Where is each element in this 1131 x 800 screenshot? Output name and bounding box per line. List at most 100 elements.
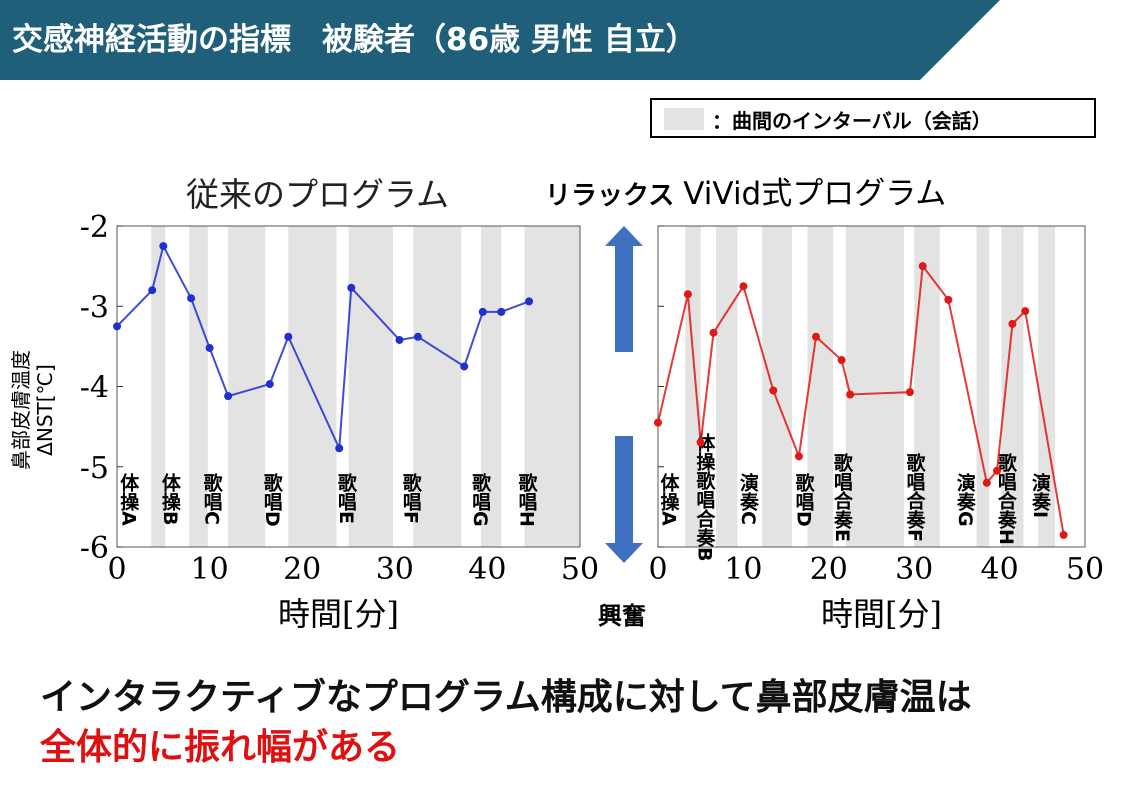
x-tick-label: 50 [561,552,599,587]
conclusion-line-2: 全体的に振れ幅がある [40,727,401,768]
conclusion-line-1: インタラクティブなプログラム構成に対して鼻部皮膚温は [40,677,972,718]
interval-band [413,226,462,547]
data-point [148,286,157,295]
data-point [205,343,214,352]
x-tick-label: 10 [191,552,229,587]
interval-band [762,226,793,547]
data-point [683,290,692,299]
title-banner [0,0,1000,80]
interval-band [845,226,904,547]
y-tick-label: -4 [80,371,109,406]
right-chart-title-bold: リラックス [545,181,684,211]
x-axis-label: 時間[分] [821,595,942,633]
data-point [905,388,914,397]
section-label: 歌唱H [515,472,537,527]
series-line [657,263,1065,536]
section-label: 歌唱D [261,472,283,527]
excitement-arrows [605,226,643,563]
interval-swatch [664,108,704,130]
data-point [395,335,404,344]
series-line [116,243,530,449]
data-point [1059,530,1068,539]
x-tick-label: 20 [810,552,848,587]
y-tick-label: -6 [80,531,109,566]
section-label: 歌唱D [792,472,814,527]
data-point [709,328,718,337]
excitement-label: 興奮 [598,602,646,630]
data-point [846,390,855,399]
x-tick-label: 30 [895,552,933,587]
section-label: 歌唱合奏E [831,452,854,542]
data-point [478,307,487,316]
x-tick-label: 30 [376,552,414,587]
left-chart: -2 -3 -4 -5 -60 10 20 30 40 50 時間[分] 体操A 体操B 歌唱C 歌唱D 歌唱… [9,210,599,633]
interval-band [480,226,502,547]
y-tick-label: -5 [80,451,109,486]
data-point [918,262,927,271]
data-point [993,466,1002,475]
data-point [347,283,356,292]
interval-band [807,226,834,547]
interval-band [914,226,940,547]
section-label: 体操A [658,472,680,526]
data-point [811,332,820,341]
data-point [654,418,662,427]
data-point [525,297,534,306]
data-point [497,307,506,316]
section-label: 歌唱G [469,472,491,527]
section-label: 体操歌唱合奏B [693,432,716,562]
data-point [335,444,344,453]
data-point [460,362,469,371]
y-axis-label-line-1: 鼻部皮膚温度 [9,350,33,470]
interval-band [716,226,738,547]
y-tick-label: -2 [80,210,109,245]
legend-box: ：曲間のインターバル（会話） [650,98,1096,138]
y-axis-label-line-2: ΔNST[℃] [33,364,57,456]
section-label: 演奏I [1029,472,1052,518]
x-tick-label: 50 [1066,552,1104,587]
x-tick-label: 0 [648,552,667,587]
x-tick-label: 20 [283,552,321,587]
data-point [284,332,293,341]
right-chart: 0 10 20 30 40 50 時間[分] 体操A 体操歌唱合奏B 演奏C 歌唱D 歌唱合奏E 歌唱合… [648,225,1104,633]
data-point [113,322,121,331]
left-chart-title: 従来のプログラム [186,175,450,214]
x-tick-label: 10 [724,552,762,587]
data-point [265,380,274,389]
section-label: 歌唱合奏F [903,452,926,542]
data-point [413,332,422,341]
section-label: 歌唱E [335,472,357,524]
x-tick-label: 40 [468,552,506,587]
section-label: 体操B [159,472,181,526]
x-axis-label: 時間[分] [278,595,399,633]
y-tick-label: -3 [80,290,109,325]
data-point [837,356,846,365]
data-point [944,295,953,304]
right-chart-title: リラックス ViVid式プログラム [545,168,946,213]
data-point [224,392,233,401]
interval-band [976,226,990,547]
data-point [982,478,991,487]
interval-band [1001,226,1024,547]
slide-title: 交感神経活動の指標 被験者（86歳 男性 自立） [12,22,697,58]
interval-band [288,226,337,547]
section-label: 歌唱F [400,472,422,524]
section-label: 歌唱合奏H [995,452,1018,545]
data-point [1008,319,1017,328]
section-label: 体操A [117,472,139,526]
data-point [769,386,778,395]
up-arrow-icon [605,226,643,352]
x-tick-label: 40 [981,552,1019,587]
interval-band [151,226,166,547]
data-point [794,452,803,461]
interval-band [348,226,393,547]
section-label: 演奏G [954,472,977,527]
section-label: 歌唱C [201,472,223,525]
data-point [159,242,168,251]
data-point [187,294,196,303]
data-point [696,438,705,447]
right-chart-title-rest: ViVid式プログラム [683,176,947,212]
down-arrow-icon [605,436,643,563]
interval-band [1038,226,1056,547]
